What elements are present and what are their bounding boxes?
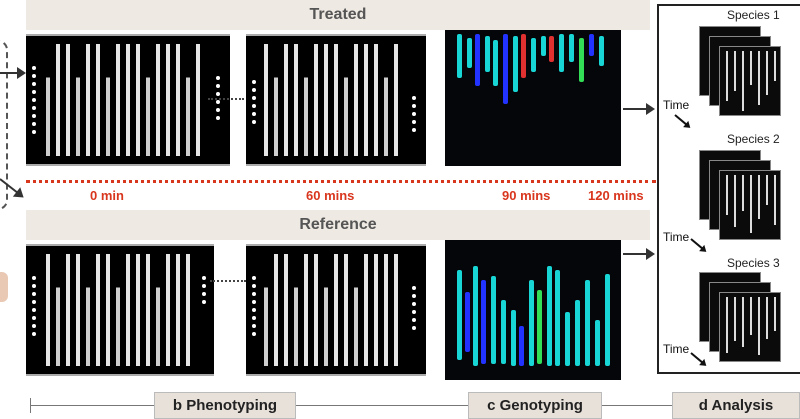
species-1-label: Species 1: [727, 8, 780, 22]
arrow-reference-to-analysis: [623, 248, 655, 260]
species-3-stack-front: [719, 292, 781, 362]
reference-chip-60min: [246, 244, 426, 376]
reference-fluorescence-image: [445, 240, 621, 380]
reference-chip-0min: [26, 244, 214, 376]
time-arrow-3: [690, 352, 706, 366]
treated-chip-60min: [246, 34, 426, 166]
stage-phenotyping: b Phenotyping: [154, 392, 296, 419]
time-label-120: 120 mins: [588, 188, 644, 203]
left-edge-fragment: [0, 272, 8, 302]
time-axis-label-3: Time: [663, 342, 690, 356]
time-axis-label-2: Time: [663, 230, 690, 244]
time-label-0: 0 min: [90, 188, 124, 203]
treated-fluorescence-image: [445, 30, 621, 166]
treated-title: Treated: [309, 6, 367, 23]
stage-axis-start-tick: [30, 398, 31, 413]
time-label-60: 60 mins: [306, 188, 355, 203]
treated-header-band: [26, 0, 650, 30]
arrow-treated-to-analysis: [623, 103, 655, 115]
species-2-stack-front: [719, 170, 781, 240]
ellipsis-dots-reference: [210, 280, 246, 282]
time-label-90: 90 mins: [502, 188, 551, 203]
analysis-panel: Species 1 Time Species 2 Time Species 3 …: [657, 4, 800, 374]
species-3-label: Species 3: [727, 256, 780, 270]
ellipsis-dots-treated: [208, 98, 244, 100]
time-arrow-2: [690, 238, 706, 252]
treated-chip-0min: [26, 34, 230, 166]
stage-genotyping: c Genotyping: [468, 392, 602, 419]
time-arrow-1: [674, 114, 690, 128]
reference-header-band: [26, 210, 650, 240]
chip-marker-dots: [32, 66, 36, 138]
time-axis-label-1: Time: [663, 98, 690, 112]
stage-axis-line: [30, 405, 800, 406]
stage-analysis: d Analysis: [672, 392, 800, 419]
time-divider-line: [26, 180, 656, 183]
input-arrow-treated: [0, 67, 26, 79]
species-1-stack-front: [719, 46, 781, 116]
species-2-label: Species 2: [727, 132, 780, 146]
reference-title: Reference: [299, 216, 377, 233]
